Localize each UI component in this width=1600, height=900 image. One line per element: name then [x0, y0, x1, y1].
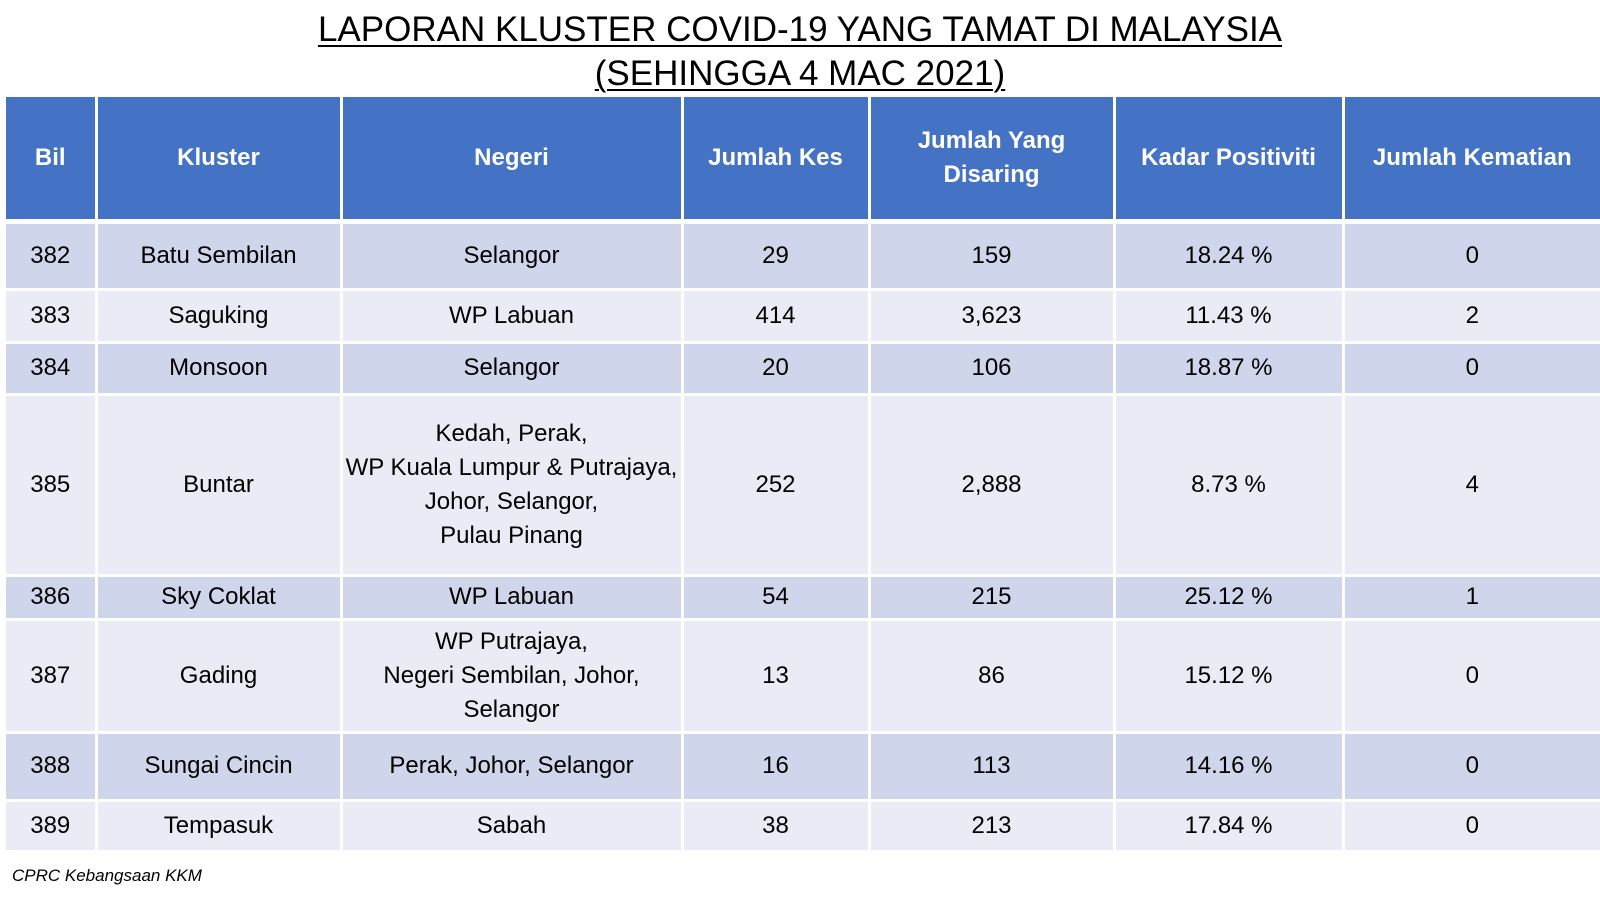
negeri-line: Perak, Johor, Selangor — [389, 752, 634, 779]
cell-bil: 385 — [6, 394, 98, 577]
cell-jumlah-kes: 252 — [682, 394, 871, 577]
cell-negeri: Selangor — [341, 221, 684, 291]
cell-jumlah-kes: 16 — [682, 732, 871, 802]
cell-kadar-positiviti: 14.16 % — [1114, 732, 1345, 802]
negeri-line: Selangor — [463, 695, 560, 723]
cell-jumlah-kematian: 0 — [1343, 342, 1600, 396]
negeri-line: WP Kuala Lumpur & Putrajaya, — [345, 453, 678, 481]
header-bil: Bil — [6, 97, 98, 224]
cell-bil: 383 — [6, 289, 98, 344]
cell-jumlah-disaring: 113 — [869, 732, 1116, 802]
cell-kadar-positiviti: 18.24 % — [1114, 221, 1345, 291]
header-kluster: Kluster — [96, 97, 343, 224]
cell-negeri: Kedah, Perak, WP Kuala Lumpur & Putrajay… — [341, 394, 684, 577]
table-row: 388 Sungai Cincin Perak, Johor, Selangor… — [6, 732, 1600, 802]
table-header-row: Bil Kluster Negeri Jumlah Kes Jumlah Yan… — [6, 97, 1600, 224]
cell-kluster: Gading — [96, 619, 343, 734]
cell-kadar-positiviti: 11.43 % — [1114, 289, 1345, 344]
negeri-line: WP Labuan — [449, 301, 574, 329]
table-row: 383 Saguking WP Labuan 414 3,623 11.43 %… — [6, 289, 1600, 344]
cell-jumlah-disaring: 3,623 — [869, 289, 1116, 344]
header-kadar-positiviti: Kadar Positiviti — [1114, 97, 1345, 224]
cell-jumlah-disaring: 86 — [869, 619, 1116, 734]
cell-negeri: WP Putrajaya, Negeri Sembilan, Johor, Se… — [341, 619, 684, 734]
title-line-2: (SEHINGGA 4 MAC 2021) — [594, 54, 1006, 93]
cell-jumlah-kematian: 1 — [1343, 575, 1600, 621]
negeri-line: Sabah — [476, 811, 547, 839]
negeri-line: Negeri Sembilan, Johor, — [383, 661, 640, 689]
header-jumlah-disaring-line-2: Disaring — [943, 160, 1040, 188]
table-row: 385 Buntar Kedah, Perak, WP Kuala Lumpur… — [6, 394, 1600, 577]
cell-bil: 387 — [6, 619, 98, 734]
cell-kluster: Batu Sembilan — [96, 221, 343, 291]
table-row: 389 Tempasuk Sabah 38 213 17.84 % 0 — [6, 800, 1600, 853]
cell-kluster: Tempasuk — [96, 800, 343, 853]
page-title: LAPORAN KLUSTER COVID-19 YANG TAMAT DI M… — [0, 0, 1600, 98]
cell-bil: 386 — [6, 575, 98, 621]
header-jumlah-disaring-line-1: Jumlah Yang — [917, 126, 1066, 154]
cell-jumlah-kematian: 0 — [1343, 732, 1600, 802]
cluster-table: Bil Kluster Negeri Jumlah Kes Jumlah Yan… — [6, 97, 1600, 853]
cell-jumlah-disaring: 215 — [869, 575, 1116, 621]
cell-kadar-positiviti: 15.12 % — [1114, 619, 1345, 734]
negeri-line: Selangor — [463, 354, 560, 381]
cell-kluster: Sungai Cincin — [96, 732, 343, 802]
cell-negeri: Perak, Johor, Selangor — [341, 732, 684, 802]
negeri-line: Selangor — [463, 241, 560, 269]
cell-bil: 384 — [6, 342, 98, 396]
cell-jumlah-kematian: 0 — [1343, 619, 1600, 734]
cell-kluster: Saguking — [96, 289, 343, 344]
cell-jumlah-kes: 29 — [682, 221, 871, 291]
cell-jumlah-disaring: 106 — [869, 342, 1116, 396]
header-jumlah-disaring: Jumlah Yang Disaring — [869, 97, 1116, 224]
cell-kluster: Sky Coklat — [96, 575, 343, 621]
negeri-line: Pulau Pinang — [440, 521, 583, 549]
table-row: 387 Gading WP Putrajaya, Negeri Sembilan… — [6, 619, 1600, 734]
cell-jumlah-kes: 13 — [682, 619, 871, 734]
negeri-line: WP Labuan — [449, 583, 574, 610]
negeri-line: Kedah, Perak, — [435, 419, 588, 447]
table-row: 382 Batu Sembilan Selangor 29 159 18.24 … — [6, 221, 1600, 291]
cell-jumlah-disaring: 2,888 — [869, 394, 1116, 577]
header-negeri: Negeri — [341, 97, 684, 224]
cell-jumlah-kes: 54 — [682, 575, 871, 621]
cell-negeri: Selangor — [341, 342, 684, 396]
cell-kadar-positiviti: 8.73 % — [1114, 394, 1345, 577]
cell-kluster: Buntar — [96, 394, 343, 577]
table-row: 386 Sky Coklat WP Labuan 54 215 25.12 % … — [6, 575, 1600, 621]
cell-kadar-positiviti: 18.87 % — [1114, 342, 1345, 396]
cell-negeri: WP Labuan — [341, 575, 684, 621]
cell-jumlah-kematian: 0 — [1343, 221, 1600, 291]
title-line-1: LAPORAN KLUSTER COVID-19 YANG TAMAT DI M… — [317, 10, 1283, 49]
cell-jumlah-kes: 414 — [682, 289, 871, 344]
header-jumlah-kes: Jumlah Kes — [682, 97, 871, 224]
cell-jumlah-disaring: 159 — [869, 221, 1116, 291]
cell-negeri: Sabah — [341, 800, 684, 853]
cell-bil: 382 — [6, 221, 98, 291]
negeri-line: WP Putrajaya, — [435, 627, 588, 655]
cell-bil: 388 — [6, 732, 98, 802]
cell-jumlah-disaring: 213 — [869, 800, 1116, 853]
cell-kadar-positiviti: 17.84 % — [1114, 800, 1345, 853]
cell-bil: 389 — [6, 800, 98, 853]
table-body: 382 Batu Sembilan Selangor 29 159 18.24 … — [6, 221, 1600, 853]
cell-jumlah-kematian: 4 — [1343, 394, 1600, 577]
cell-negeri: WP Labuan — [341, 289, 684, 344]
table-header: Bil Kluster Negeri Jumlah Kes Jumlah Yan… — [6, 97, 1600, 224]
negeri-line: Johor, Selangor, — [424, 487, 599, 515]
cell-jumlah-kes: 38 — [682, 800, 871, 853]
cell-jumlah-kematian: 2 — [1343, 289, 1600, 344]
cell-jumlah-kes: 20 — [682, 342, 871, 396]
table-row: 384 Monsoon Selangor 20 106 18.87 % 0 — [6, 342, 1600, 396]
cell-kadar-positiviti: 25.12 % — [1114, 575, 1345, 621]
cell-jumlah-kematian: 0 — [1343, 800, 1600, 853]
header-jumlah-kematian: Jumlah Kematian — [1343, 97, 1600, 224]
cell-kluster: Monsoon — [96, 342, 343, 396]
source-note: CPRC Kebangsaan KKM — [12, 866, 202, 885]
